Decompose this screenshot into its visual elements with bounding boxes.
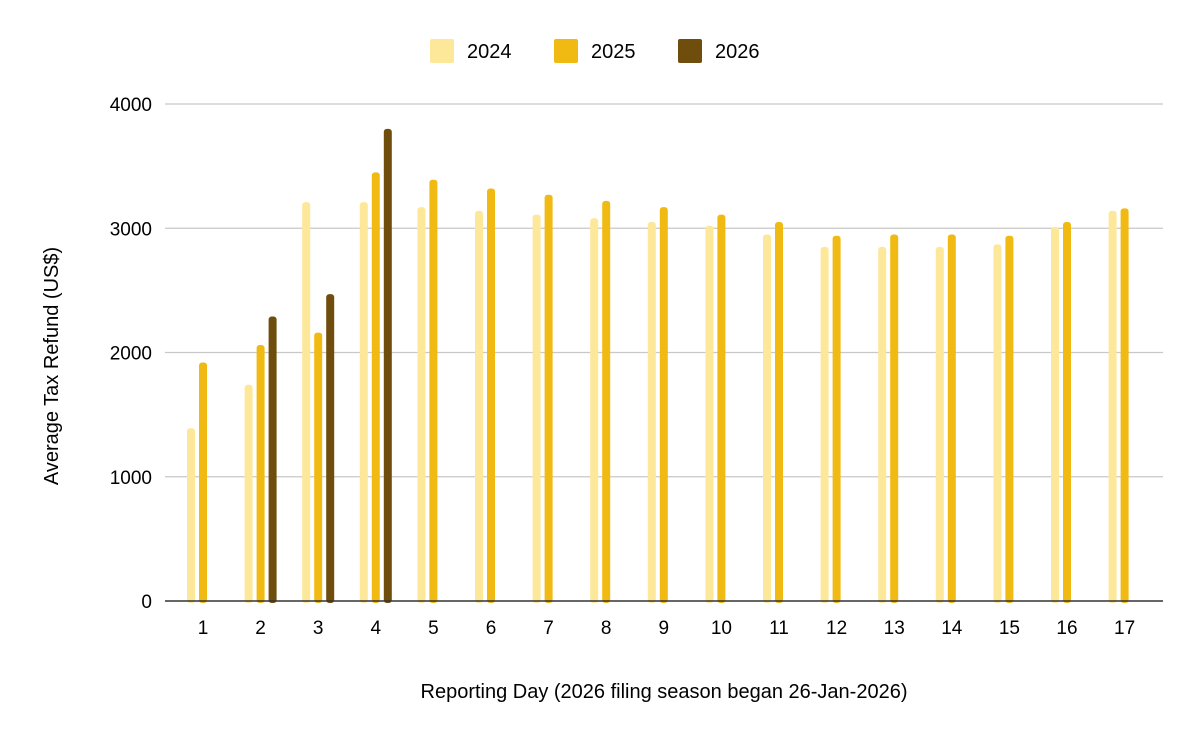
bar-2025-day-1 [199, 362, 207, 603]
bar-2025-day-11 [775, 222, 783, 603]
legend-swatch [554, 39, 578, 63]
y-tick-label: 2000 [110, 344, 152, 365]
bar-2024-day-2 [244, 384, 253, 603]
y-tick-label: 0 [141, 592, 152, 613]
bar-2024-day-6 [475, 210, 483, 604]
bar-2024-day-1 [187, 428, 195, 603]
y-tick-labels: 0 1000 2000 3000 4000 [110, 95, 152, 613]
bar-2025-day-16 [1063, 222, 1071, 603]
x-axis-title: Reporting Day (2026 filing season began … [421, 681, 908, 703]
legend-label: 2026 [715, 41, 760, 63]
x-tick-label: 6 [486, 618, 497, 639]
bar-2025-day-9 [659, 207, 668, 603]
bar-2024-day-10 [705, 225, 714, 603]
bar-2024-day-11 [763, 234, 771, 603]
x-tick-labels: 1 2 3 4 5 6 7 8 9 10 11 12 13 14 15 16 17 [198, 618, 1135, 639]
legend-swatch [678, 39, 702, 63]
x-tick-label: 3 [313, 618, 324, 639]
bar-2025-day-6 [487, 188, 495, 604]
x-tick-label: 17 [1114, 618, 1135, 639]
legend-label: 2025 [591, 41, 636, 63]
x-tick-label: 9 [659, 618, 670, 639]
bars [187, 128, 1129, 604]
bar-2026-day-3 [326, 294, 335, 603]
bar-2025-day-3 [314, 332, 323, 603]
x-tick-label: 4 [371, 618, 382, 639]
bar-2025-day-7 [544, 194, 553, 603]
bar-2025-day-8 [602, 200, 611, 604]
bar-2025-day-5 [429, 179, 438, 604]
legend-label: 2024 [467, 41, 512, 63]
bar-2025-day-4 [371, 172, 380, 603]
x-tick-label: 11 [769, 618, 789, 639]
x-tick-label: 12 [826, 618, 847, 639]
y-axis-title: Average Tax Refund (US$) [41, 247, 63, 485]
x-tick-label: 13 [884, 618, 905, 639]
bar-2025-day-12 [832, 235, 841, 603]
legend-item-2025[interactable]: 2025 [554, 39, 636, 63]
bar-2024-day-12 [820, 246, 829, 603]
bar-2024-day-5 [417, 207, 426, 603]
x-tick-label: 16 [1056, 618, 1077, 639]
bar-2024-day-15 [993, 244, 1002, 603]
x-tick-label: 5 [428, 618, 439, 639]
bar-2024-day-9 [647, 222, 656, 603]
x-tick-label: 15 [999, 618, 1020, 639]
bar-2025-day-2 [256, 345, 265, 603]
y-tick-label: 1000 [110, 468, 152, 489]
bar-2026-day-2 [268, 316, 277, 603]
x-tick-label: 8 [601, 618, 612, 639]
bar-2025-day-14 [947, 234, 956, 603]
x-tick-label: 2 [255, 618, 266, 639]
bar-2024-day-14 [935, 246, 944, 603]
y-tick-label: 3000 [110, 219, 152, 240]
x-tick-label: 7 [543, 618, 554, 639]
bar-2026-day-4 [383, 128, 392, 603]
bar-2024-day-17 [1108, 210, 1117, 604]
bar-2025-day-17 [1120, 208, 1129, 603]
x-tick-label: 10 [711, 618, 732, 639]
bar-2024-day-4 [359, 202, 368, 603]
legend-item-2026[interactable]: 2026 [678, 39, 760, 63]
bar-2024-day-13 [878, 246, 887, 603]
y-tick-label: 4000 [110, 95, 152, 116]
x-tick-label: 14 [941, 618, 963, 639]
legend: 2024 2025 2026 [430, 39, 760, 63]
bar-2024-day-3 [302, 202, 311, 603]
bar-2025-day-10 [717, 214, 726, 603]
x-tick-label: 1 [198, 618, 209, 639]
bar-2025-day-13 [890, 234, 899, 603]
bar-2024-day-7 [532, 214, 541, 603]
legend-item-2024[interactable]: 2024 [430, 39, 512, 63]
legend-swatch [430, 39, 454, 63]
bar-2024-day-8 [590, 218, 599, 603]
bar-2025-day-15 [1005, 235, 1014, 603]
bar-2024-day-16 [1051, 227, 1059, 603]
